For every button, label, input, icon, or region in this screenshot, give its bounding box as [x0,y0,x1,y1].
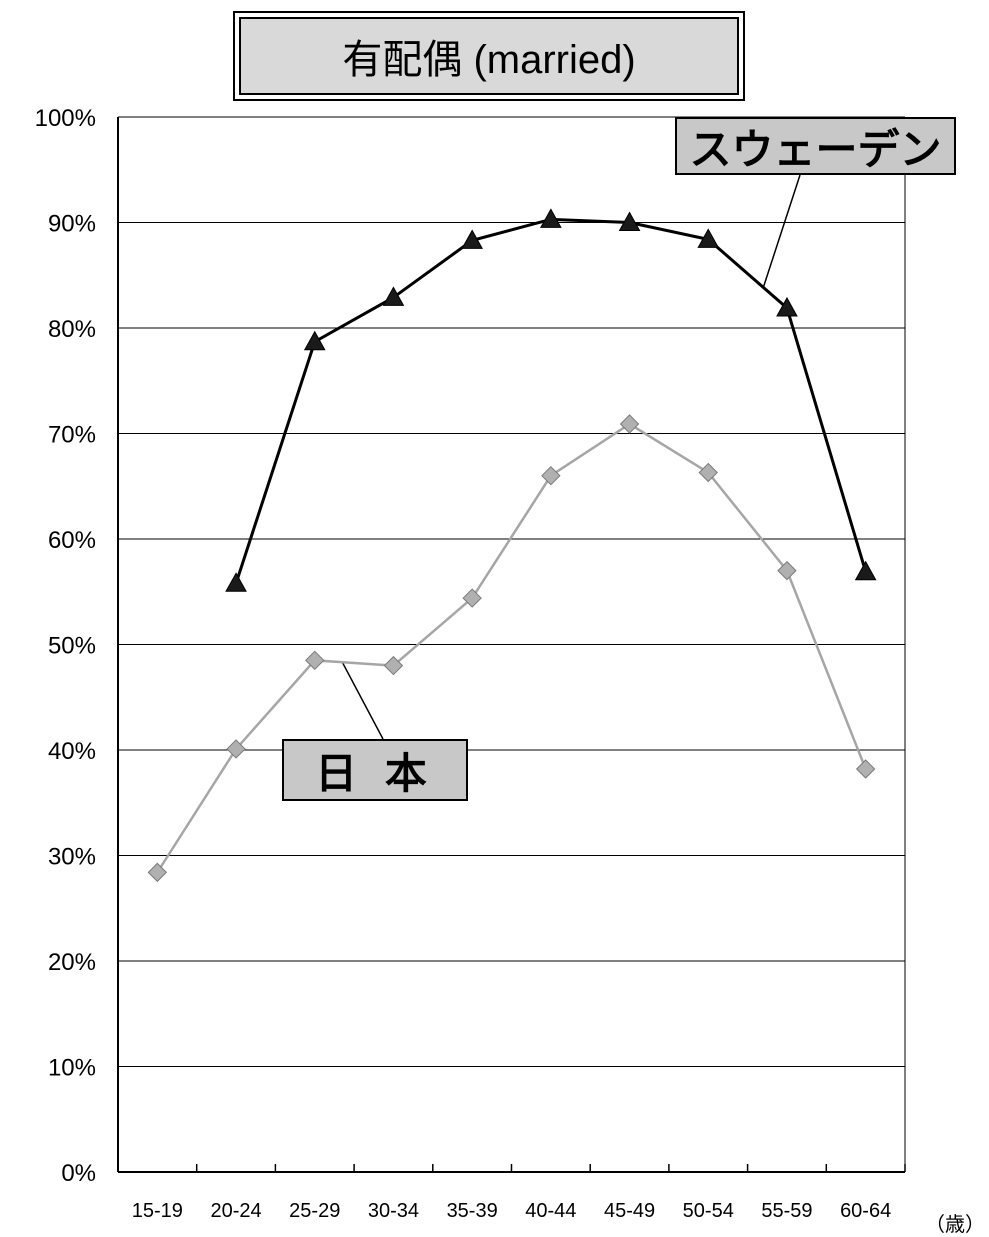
data-point [226,739,246,759]
x-tick-label: 60-64 [840,1200,891,1222]
data-point [698,462,718,483]
y-axis-tick-labels: 0% 10% 20% 30% 40% 50% 60% 70% 80% 90% 100% [35,105,96,1187]
y-tick-label: 60% [48,527,96,554]
x-tick-label: 45-49 [604,1200,655,1222]
y-tick-label: 40% [48,738,96,765]
x-tick-label: 25-29 [289,1200,340,1222]
y-tick-label: 90% [48,211,96,238]
x-tick-label: 20-24 [210,1200,261,1222]
series-line [234,217,868,584]
series-label-sweden: スウェーデン [675,117,956,175]
y-tick-label: 80% [48,316,96,343]
chart-title-box: 有配偶 (married) [233,11,745,101]
data-point [147,862,168,883]
chart-title-inner: 有配偶 (married) [239,17,739,95]
y-tick-label: 20% [48,949,96,976]
data-point [382,286,405,306]
x-axis-unit-label: （歳） [925,1214,985,1236]
series-line [156,422,867,874]
data-point [461,229,483,249]
y-tick-label: 70% [48,422,96,449]
data-point [697,228,720,248]
x-tick-label: 40-44 [525,1200,576,1222]
x-tick-label: 15-19 [132,1200,183,1222]
y-tick-label: 50% [48,633,96,660]
x-tick-label: 50-54 [683,1200,734,1222]
x-tick-label: 55-59 [761,1200,812,1222]
data-point [305,650,325,671]
data-point [225,572,247,592]
x-axis-tick-labels: 15-19 20-24 25-29 30-34 35-39 40-44 45-49 50-54… [132,1200,891,1222]
data-point [776,296,798,317]
series-layer [147,208,877,883]
data-point [540,208,562,228]
data-point [855,759,876,779]
leader-line-japan [341,661,384,740]
data-point [619,414,640,434]
chart-title: 有配偶 (married) [342,38,636,82]
x-tick-label: 30-34 [368,1200,419,1222]
y-tick-label: 100% [35,105,96,132]
data-point [383,655,404,676]
series-label-japan: 日 本 [282,739,468,801]
data-point [541,465,561,486]
data-point [777,560,797,581]
data-point [618,211,641,231]
data-point [854,560,877,581]
x-tick-label: 35-39 [447,1200,498,1222]
label-leader-lines [341,174,801,740]
data-point [462,588,482,608]
y-tick-label: 0% [61,1160,96,1187]
leader-line-sweden [762,174,801,288]
y-tick-label: 30% [48,844,96,871]
data-point [303,330,326,351]
y-tick-label: 10% [48,1055,96,1082]
